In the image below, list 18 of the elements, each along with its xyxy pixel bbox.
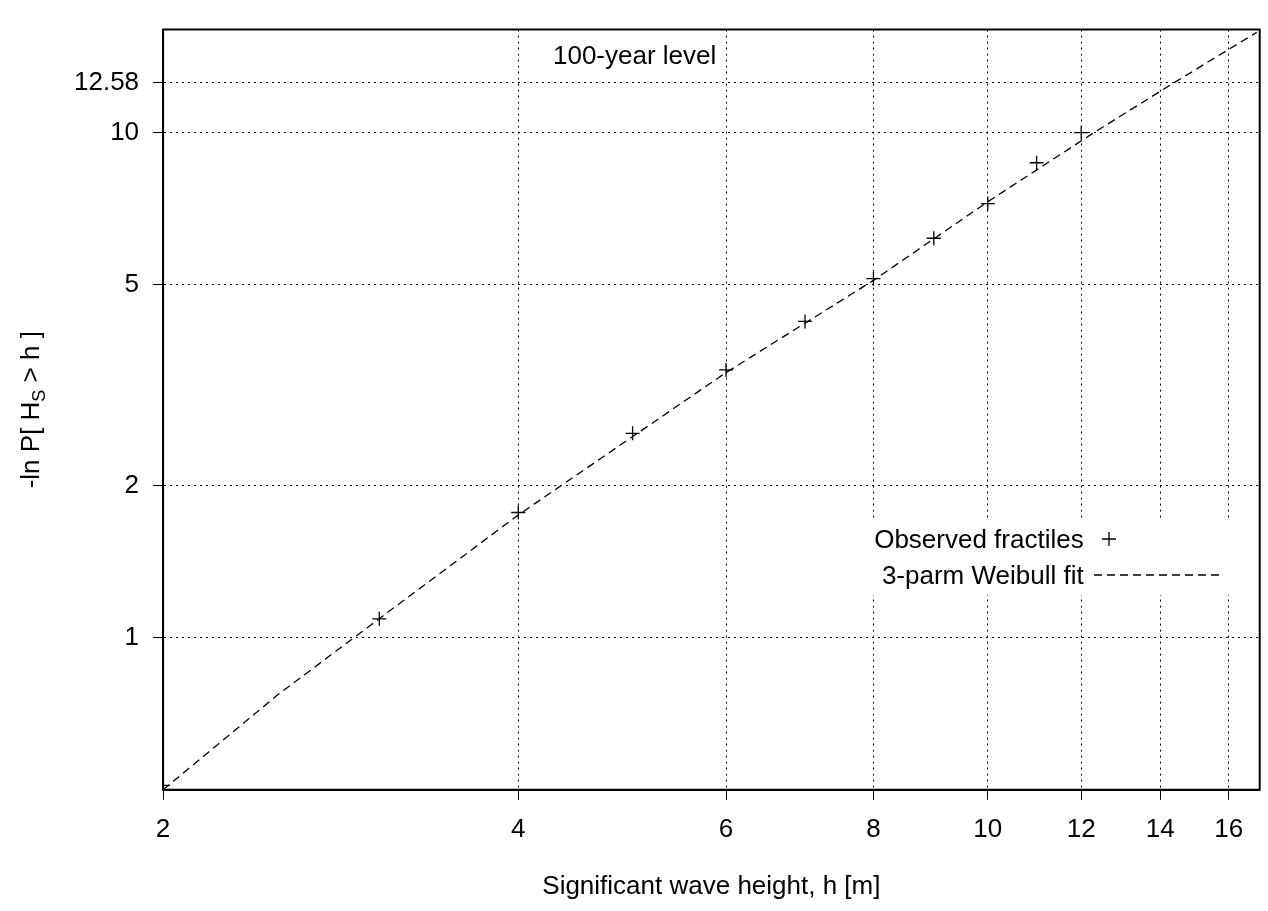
x-tick-label: 2 bbox=[155, 812, 171, 843]
legend-label: 3-parm Weibull fit bbox=[881, 558, 1084, 592]
x-tick-label: 4 bbox=[511, 812, 526, 843]
y-tick-label: 1 bbox=[124, 620, 140, 651]
legend-label: Observed fractiles bbox=[874, 522, 1084, 556]
x-tick-label: 12 bbox=[1066, 812, 1096, 843]
annotation: 100-year level bbox=[552, 39, 717, 70]
x-axis-title: Significant wave height, h [m] bbox=[542, 870, 881, 901]
y-tick-label: 10 bbox=[110, 115, 140, 146]
x-tick-label: 6 bbox=[718, 812, 734, 843]
y-tick-label: 2 bbox=[124, 468, 140, 499]
y-tick-label: 5 bbox=[124, 267, 140, 298]
x-tick-label: 10 bbox=[973, 812, 1003, 843]
y-axis-title: -ln P[ HS > h ] bbox=[15, 331, 49, 489]
x-tick-label: 8 bbox=[866, 812, 881, 843]
x-tick-label: 16 bbox=[1214, 812, 1244, 843]
y-tick-label: 12.58 bbox=[73, 65, 140, 96]
x-tick-label: 14 bbox=[1145, 812, 1175, 843]
